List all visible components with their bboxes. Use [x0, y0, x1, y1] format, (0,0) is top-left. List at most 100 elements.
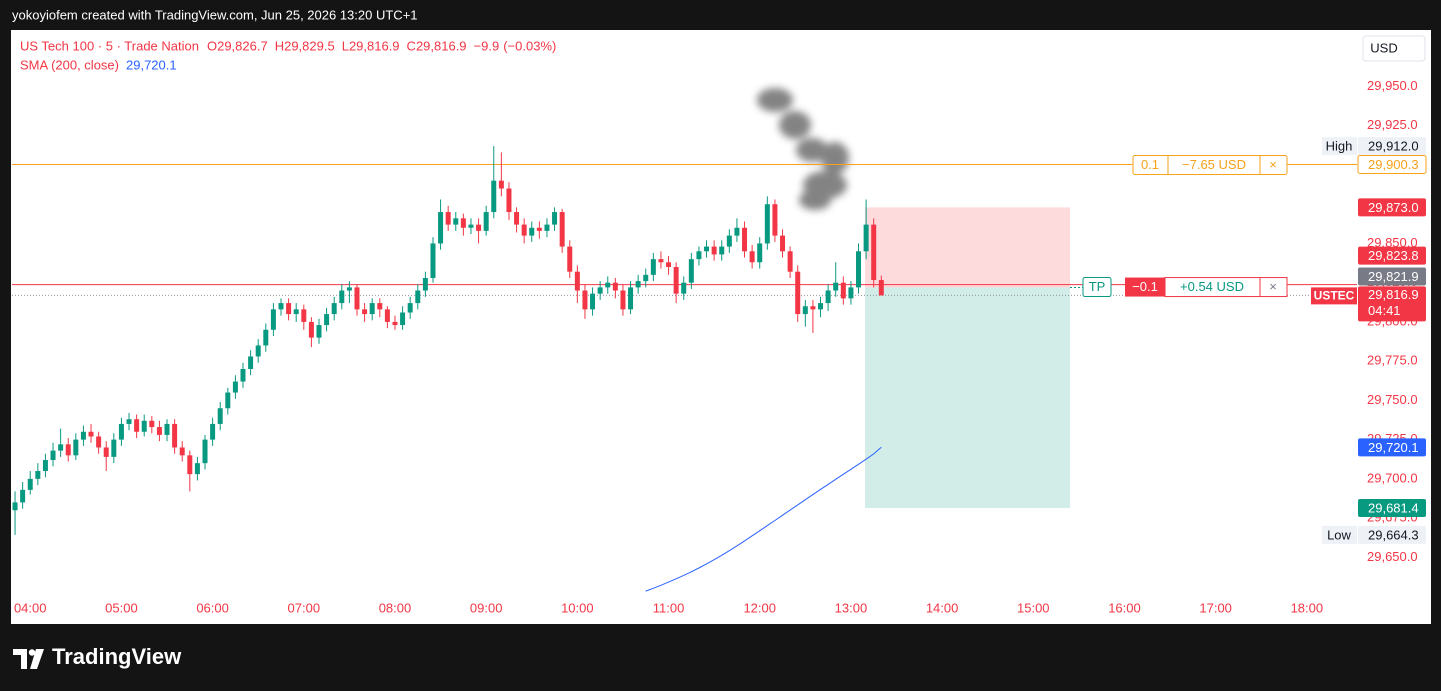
candle-body: [217, 408, 223, 424]
legend-text: L: [342, 38, 349, 53]
tp-pnl: +0.54 USD: [1180, 279, 1244, 294]
candle-body: [483, 212, 489, 231]
candle-body: [392, 321, 398, 326]
candle-body: [711, 246, 717, 255]
candle-body: [42, 460, 48, 472]
sma-line: [645, 446, 882, 592]
x-tick-label: 04:00: [14, 600, 47, 615]
y-tick-label: 29,700.0: [1367, 470, 1418, 485]
candle-body: [255, 345, 261, 357]
currency-button[interactable]: [1362, 35, 1426, 62]
candle-body: [582, 290, 588, 310]
candle-body: [468, 224, 474, 228]
x-tick-label: 15:00: [1017, 600, 1050, 615]
candle-body: [681, 282, 687, 294]
x-tick-label: 06:00: [196, 600, 229, 615]
candle-body: [567, 246, 573, 272]
price-tag: [1357, 155, 1427, 175]
x-tick-label: 13:00: [835, 600, 868, 615]
candle-body: [856, 251, 862, 288]
tp-close[interactable]: ×: [1269, 279, 1277, 294]
candle-body: [316, 325, 322, 338]
chart-panel: [11, 30, 1431, 624]
candle-body: [118, 423, 124, 440]
y-tick-label: 29,850.0: [1367, 235, 1418, 250]
y-tick-label: 29,950.0: [1367, 78, 1418, 93]
tp-panel: [1164, 277, 1288, 298]
candle-body: [12, 502, 18, 511]
legend-text: 29,826.7: [217, 38, 268, 53]
candle-body: [27, 478, 33, 490]
candle-body: [141, 420, 147, 432]
candle-body: [73, 439, 79, 456]
candle-body: [536, 227, 542, 231]
candle-body: [719, 246, 725, 255]
candle-body: [529, 227, 535, 236]
y-tick-label: 29,750.0: [1367, 392, 1418, 407]
candle-body: [787, 251, 793, 272]
legend-text: H: [275, 38, 284, 53]
candle-body: [149, 420, 155, 428]
candle-body: [734, 227, 740, 236]
candle-body: [491, 180, 497, 213]
candle-body: [590, 293, 596, 310]
candle-body: [308, 321, 314, 338]
x-tick-label: 07:00: [288, 600, 321, 615]
price-tag: [1358, 246, 1426, 265]
candle-body: [696, 251, 702, 260]
candle-body: [498, 180, 504, 189]
legend-text: 29,829.5: [284, 38, 335, 53]
candle-body: [58, 444, 64, 451]
candle-body: [50, 450, 56, 461]
order-close[interactable]: ×: [1269, 157, 1277, 172]
candle-body: [612, 282, 618, 291]
candle-body: [377, 303, 383, 310]
y-tick-label: 29,650.0: [1367, 549, 1418, 564]
candle-body: [194, 463, 200, 475]
candle-body: [270, 309, 276, 330]
candle-body: [514, 212, 520, 225]
candle-body: [369, 303, 375, 315]
candle-body: [156, 427, 162, 435]
candle-body: [628, 287, 634, 310]
marker-name-box: [1322, 137, 1357, 156]
legend-text: (−0.03%): [503, 38, 556, 53]
candle-body: [430, 243, 436, 278]
legend-text: C: [407, 38, 416, 53]
candle-body: [293, 309, 299, 315]
symbol-label: USTEC: [1314, 289, 1355, 303]
candle-body: [840, 282, 846, 299]
candle-body: [339, 290, 345, 304]
candle-body: [445, 212, 451, 225]
candle-body: [833, 282, 839, 291]
x-tick-label: 12:00: [743, 600, 776, 615]
candle-body: [666, 262, 672, 267]
price-tag: [1358, 198, 1426, 217]
candle-body: [871, 224, 877, 281]
candle-body: [225, 392, 231, 409]
candle-body: [126, 419, 132, 424]
order-pnl: −7.65 USD: [1182, 157, 1246, 172]
candle-body: [35, 471, 41, 479]
candle-body: [88, 431, 94, 437]
candle-body: [848, 287, 854, 299]
x-tick-label: 10:00: [561, 600, 594, 615]
countdown: 04:41: [1368, 303, 1401, 318]
candle-body: [179, 447, 185, 456]
x-tick-label: 09:00: [470, 600, 503, 615]
candle-body: [825, 290, 831, 304]
candle-body: [521, 224, 527, 236]
marker-name: High: [1326, 139, 1353, 154]
candle-body: [643, 274, 649, 282]
legend-text: 29,720.1: [126, 57, 177, 72]
price-tag-label: 29,912.0: [1368, 139, 1419, 154]
candle-body: [96, 436, 102, 448]
candle-body: [544, 224, 550, 231]
candle-body: [574, 271, 580, 291]
price-tag-label: 29,900.3: [1368, 157, 1419, 172]
order-qty: 0.1: [1141, 157, 1159, 172]
candle-body: [346, 287, 352, 291]
candle-body: [749, 251, 755, 263]
price-tag-label: 29,681.4: [1368, 500, 1419, 515]
footer-logo: TradingView: [52, 644, 182, 669]
